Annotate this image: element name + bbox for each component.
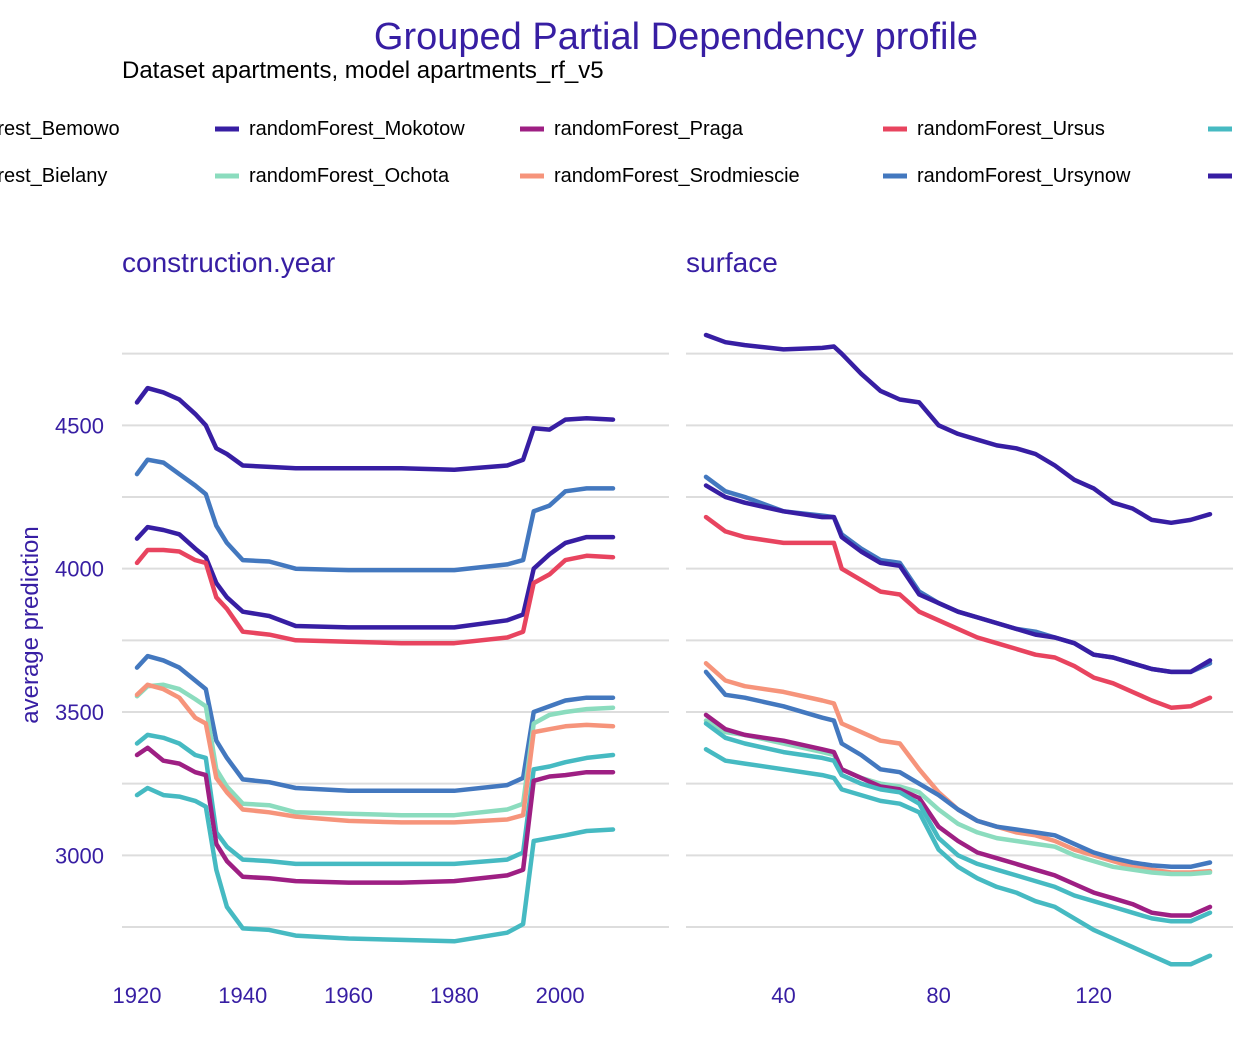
panel-construction-year: construction.year 3000 3500 4000 4500 1920 194… <box>55 247 669 1008</box>
series-line <box>134 524 616 630</box>
series-line <box>134 785 616 944</box>
series-line <box>134 385 616 473</box>
legend-label: randomForest_Ursus <box>917 118 1105 140</box>
panel-title: construction.year <box>122 247 335 278</box>
series-line <box>703 721 1213 924</box>
series-line <box>134 732 616 867</box>
x-tick-label: 1940 <box>218 983 267 1008</box>
series-line <box>134 745 616 885</box>
x-tick-label: 2000 <box>536 983 585 1008</box>
series-line <box>703 718 1213 877</box>
series-line <box>134 653 616 794</box>
panel-title: surface <box>686 247 778 278</box>
x-tick-label: 120 <box>1075 983 1112 1008</box>
y-tick-label: 4000 <box>55 557 104 582</box>
series-line <box>703 483 1213 675</box>
chart-subtitle: Dataset apartments, model apartments_rf_… <box>122 57 604 84</box>
series-line <box>703 332 1213 526</box>
chart-title: Grouped Partial Dependency profile <box>374 16 978 58</box>
series-line <box>703 669 1213 870</box>
legend-label: randomForest_Srodmiescie <box>554 165 800 187</box>
series-line <box>134 682 616 825</box>
y-tick-label: 4500 <box>55 413 104 438</box>
legend-label: randomForest_Mokotow <box>249 118 465 140</box>
x-tick-label: 1980 <box>430 983 479 1008</box>
series-line <box>134 682 616 818</box>
x-tick-label: 40 <box>771 983 795 1008</box>
legend: Forest_Bemowo randomForest_Mokotow randomF… <box>0 118 1232 187</box>
x-tick-label: 80 <box>926 983 950 1008</box>
series-line <box>703 712 1213 918</box>
legend-label: Forest_Bemowo <box>0 118 120 140</box>
legend-label: randomForest_Ursynow <box>917 165 1131 187</box>
series-line <box>134 457 616 573</box>
y-tick-label: 3500 <box>55 700 104 725</box>
panel-surface: surface 40 80 120 <box>686 247 1233 1008</box>
y-tick-label: 3000 <box>55 843 104 868</box>
series-line <box>703 514 1213 710</box>
legend-label: Forest_Bielany <box>0 165 107 187</box>
y-axis-label: average prediction <box>17 526 44 723</box>
legend-label: randomForest_Praga <box>554 118 744 140</box>
x-tick-label: 1960 <box>324 983 373 1008</box>
legend-label: randomForest_Ochota <box>249 165 450 187</box>
series-line <box>703 747 1213 967</box>
series-line <box>134 547 616 646</box>
series-line <box>703 474 1213 675</box>
x-tick-label: 1920 <box>113 983 162 1008</box>
